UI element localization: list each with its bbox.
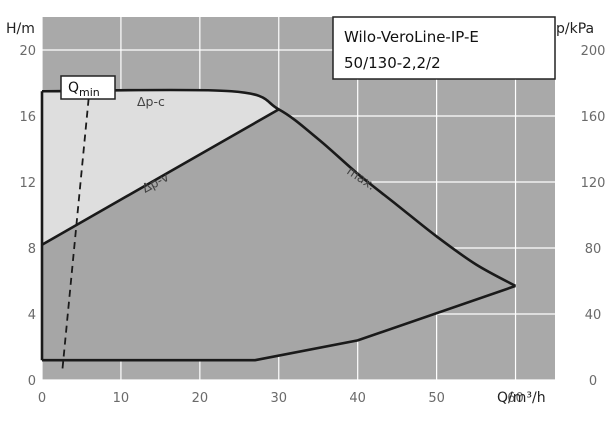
delta-p-c-label: Δp-c xyxy=(137,94,165,109)
title-box-frame xyxy=(332,16,556,80)
chart-title: Wilo-VeroLine-IP-E xyxy=(344,28,479,46)
y-left-tick-label: 4 xyxy=(28,308,36,323)
y-right-tick-label: 120 xyxy=(581,176,606,191)
y-left-tick-label: 20 xyxy=(19,44,36,59)
qmin-label-box: Qmin xyxy=(60,75,116,100)
delta-p-v-region xyxy=(42,109,516,361)
qmin-box-frame xyxy=(60,75,116,100)
x-axis-title: Q/m³/h xyxy=(497,390,546,406)
x-tick-label: 0 xyxy=(38,391,46,406)
x-tick-label: 40 xyxy=(349,391,366,406)
y-axis-right-title: p/kPa xyxy=(556,21,594,37)
y-right-tick-label: 0 xyxy=(589,374,597,389)
x-tick-label: 20 xyxy=(192,391,209,406)
y-left-tick-label: 0 xyxy=(28,374,36,389)
x-tick-label: 10 xyxy=(113,391,130,406)
chart-subtitle: 50/130-2,2/2 xyxy=(344,54,441,72)
x-tick-label: 50 xyxy=(428,391,445,406)
y-left-tick-label: 12 xyxy=(19,176,36,191)
y-right-tick-label: 40 xyxy=(585,308,602,323)
qmin-label: Qmin xyxy=(68,80,100,99)
y-right-tick-label: 80 xyxy=(585,242,602,257)
qmin-main: Q xyxy=(68,80,79,96)
y-axis-left-title: H/m xyxy=(6,21,35,37)
x-tick-label: 30 xyxy=(270,391,287,406)
curves xyxy=(40,88,517,369)
x-tick-label: 60 xyxy=(507,391,524,406)
title-box: Wilo-VeroLine-IP-E 50/130-2,2/2 xyxy=(332,16,556,80)
qmin-sub: min xyxy=(79,86,100,99)
y-right-tick-label: 160 xyxy=(581,110,606,125)
delta-p-v-curve xyxy=(41,108,280,246)
max-curve xyxy=(41,88,517,288)
qmin-line xyxy=(61,91,91,369)
y-right-tick-label: 200 xyxy=(581,44,606,59)
y-left-tick-label: 8 xyxy=(28,242,36,257)
y-left-tick-label: 16 xyxy=(19,110,36,125)
min-curve xyxy=(42,284,516,362)
